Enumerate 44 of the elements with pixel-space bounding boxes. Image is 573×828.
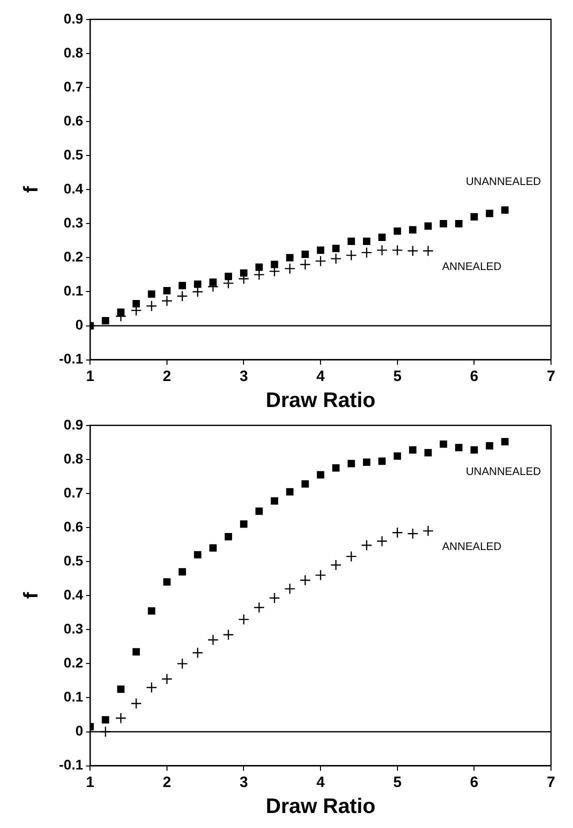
- series-label: ANNEALED: [442, 260, 502, 273]
- y-tick-label: 0.7: [64, 78, 84, 94]
- x-axis-title: Draw Ratio: [266, 795, 376, 818]
- y-tick-label: 0.1: [64, 688, 84, 705]
- y-tick-label: 0.5: [64, 552, 84, 568]
- x-tick-label: 6: [470, 368, 478, 385]
- y-tick-label: 0.9: [64, 416, 84, 432]
- x-tick-label: 2: [162, 774, 172, 791]
- y-tick-label: 0.8: [64, 44, 84, 60]
- y-tick-label: 0.3: [64, 620, 84, 636]
- x-tick-label: 3: [240, 368, 248, 385]
- y-tick-label: 0.8: [64, 450, 84, 466]
- y-tick-label: 0.5: [64, 146, 84, 162]
- x-tick-label: 1: [86, 368, 94, 385]
- x-tick-label: 4: [316, 774, 326, 791]
- y-tick-label: 0.2: [64, 248, 84, 265]
- x-tick-label: 7: [546, 368, 556, 385]
- series-label: ANNEALED: [442, 540, 502, 553]
- y-tick-label: 0.6: [64, 518, 84, 534]
- x-tick-label: 3: [240, 774, 248, 791]
- x-tick-label: 4: [316, 368, 326, 385]
- y-tick-label: 0.3: [64, 214, 84, 230]
- series-label: UNANNEALED: [466, 466, 542, 478]
- x-tick-label: 5: [393, 368, 402, 385]
- y-axis-title: f: [20, 592, 43, 599]
- y-tick-label: 0.4: [64, 586, 84, 602]
- x-tick-label: 7: [546, 774, 556, 791]
- y-tick-label: -0.1: [59, 350, 84, 367]
- y-tick-label: 0.1: [64, 282, 84, 299]
- y-tick-label: 0.4: [64, 180, 84, 196]
- x-tick-label: 6: [470, 774, 478, 791]
- y-tick-label: 0: [75, 722, 84, 739]
- x-tick-label: 2: [162, 368, 172, 385]
- x-tick-label: 5: [393, 774, 402, 791]
- x-tick-label: 1: [86, 774, 94, 791]
- y-tick-label: 0.6: [64, 112, 84, 128]
- y-tick-label: 0: [75, 316, 84, 333]
- y-tick-label: 0.7: [64, 484, 84, 500]
- y-tick-label: 0.2: [64, 654, 84, 671]
- y-axis-title: f: [20, 186, 43, 193]
- y-tick-label: 0.9: [64, 10, 84, 26]
- text: UNANNEALED: [466, 176, 542, 188]
- y-tick-label: -0.1: [59, 756, 84, 773]
- x-axis-title: Draw Ratio: [266, 389, 376, 412]
